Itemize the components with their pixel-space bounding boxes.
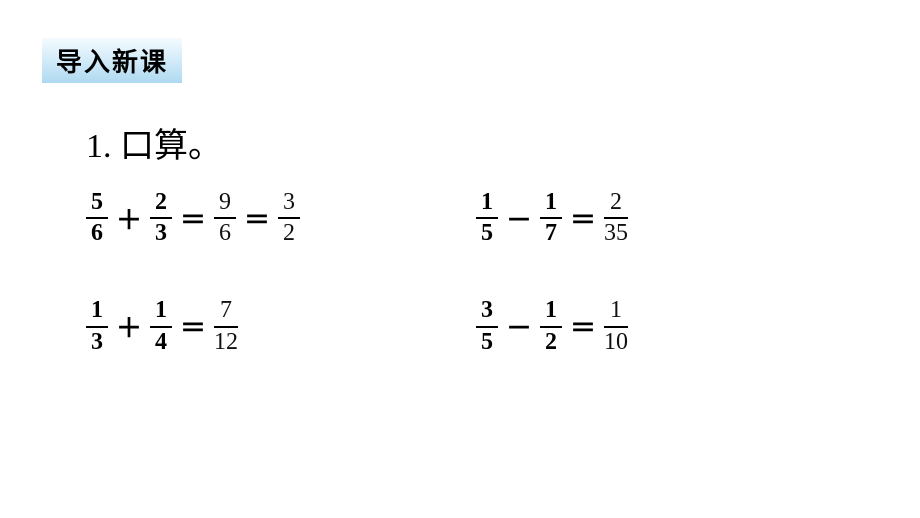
equation: 1 5 － 1 7 ＝ 2 35 [476, 190, 628, 246]
operator-plus: ＋ [116, 308, 142, 345]
fraction-bar [150, 326, 172, 328]
numerator: 3 [478, 298, 496, 323]
equation: 3 5 － 1 2 ＝ 1 10 [476, 298, 628, 354]
denominator: 6 [216, 221, 234, 246]
operator-plus: ＋ [116, 200, 142, 237]
fraction-bar [540, 217, 562, 219]
fraction: 1 5 [476, 190, 498, 246]
fraction: 5 6 [86, 190, 108, 246]
numerator: 9 [216, 190, 234, 215]
fraction: 1 3 [86, 298, 108, 354]
fraction: 1 2 [540, 298, 562, 354]
fraction-answer: 9 6 [214, 190, 236, 246]
equals-sign: ＝ [180, 308, 206, 345]
operator-minus: － [506, 200, 532, 237]
denominator: 2 [542, 330, 560, 355]
denominator: 5 [478, 221, 496, 246]
equals-sign: ＝ [244, 200, 270, 237]
operator-minus: － [506, 308, 532, 345]
fraction: 3 5 [476, 298, 498, 354]
fraction-bar [476, 217, 498, 219]
fraction-answer: 1 10 [604, 298, 628, 354]
denominator: 10 [604, 330, 628, 355]
denominator: 3 [88, 330, 106, 355]
fraction-bar [476, 326, 498, 328]
fraction-answer: 2 35 [604, 190, 628, 246]
denominator: 3 [152, 221, 170, 246]
fraction: 2 3 [150, 190, 172, 246]
fraction-bar [214, 217, 236, 219]
section-tab: 导入新课 [42, 38, 182, 83]
equation-row: 5 6 ＋ 2 3 ＝ 9 6 ＝ 3 2 [86, 190, 628, 246]
fraction-bar [540, 326, 562, 328]
denominator: 5 [478, 330, 496, 355]
equation-row: 1 3 ＋ 1 4 ＝ 7 12 3 5 － [86, 298, 628, 354]
question-heading: 1. 口算。 [86, 118, 222, 167]
numerator: 1 [542, 190, 560, 215]
fraction-bar [604, 326, 628, 328]
fraction-bar [86, 326, 108, 328]
fraction-bar [150, 217, 172, 219]
denominator: 12 [214, 330, 238, 355]
numerator: 1 [88, 298, 106, 323]
numerator: 1 [152, 298, 170, 323]
fraction-bar [214, 326, 238, 328]
fraction-bar [604, 217, 628, 219]
fraction-bar [278, 217, 300, 219]
fraction: 1 4 [150, 298, 172, 354]
numerator: 5 [88, 190, 106, 215]
denominator: 6 [88, 221, 106, 246]
denominator: 2 [280, 221, 298, 246]
numerator: 7 [217, 298, 235, 323]
fraction-answer: 3 2 [278, 190, 300, 246]
numerator: 1 [607, 298, 625, 323]
denominator: 35 [604, 221, 628, 246]
equals-sign: ＝ [570, 200, 596, 237]
denominator: 7 [542, 221, 560, 246]
fraction-answer: 7 12 [214, 298, 238, 354]
numerator: 1 [478, 190, 496, 215]
fraction-bar [86, 217, 108, 219]
equals-sign: ＝ [570, 308, 596, 345]
equals-sign: ＝ [180, 200, 206, 237]
numerator: 1 [542, 298, 560, 323]
equation: 1 3 ＋ 1 4 ＝ 7 12 [86, 298, 476, 354]
numerator: 3 [280, 190, 298, 215]
fraction: 1 7 [540, 190, 562, 246]
equation-grid: 5 6 ＋ 2 3 ＝ 9 6 ＝ 3 2 [86, 190, 628, 407]
equation: 5 6 ＋ 2 3 ＝ 9 6 ＝ 3 2 [86, 190, 476, 246]
numerator: 2 [152, 190, 170, 215]
denominator: 4 [152, 330, 170, 355]
numerator: 2 [607, 190, 625, 215]
